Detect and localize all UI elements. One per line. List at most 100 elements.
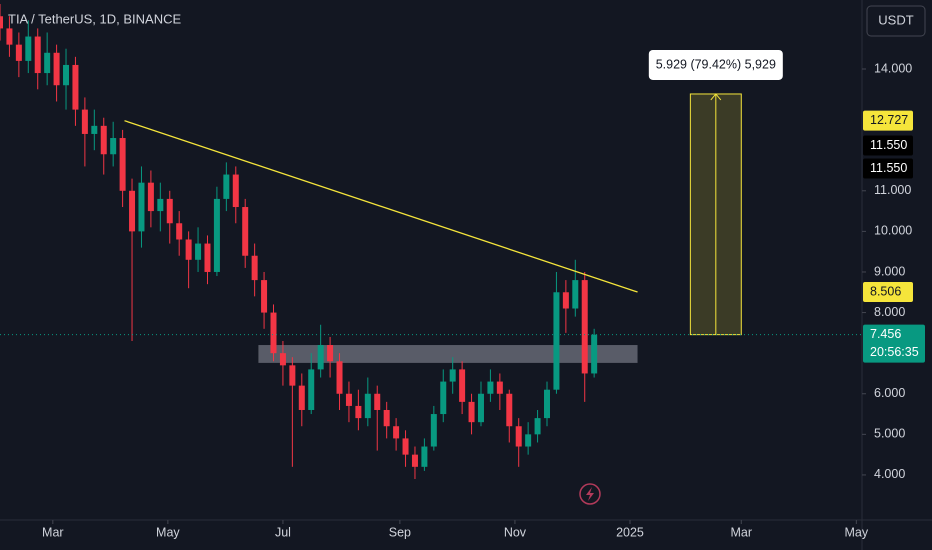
y-tick-label: 4.000	[874, 467, 905, 481]
candle-body	[63, 64, 70, 86]
candle-body	[44, 52, 51, 74]
crosshair-label-box	[863, 158, 913, 179]
x-tick-label: 2025	[616, 525, 644, 539]
alert-circle[interactable]	[579, 483, 601, 505]
crosshair-label-box	[863, 135, 913, 156]
candle-body	[261, 280, 268, 313]
candle-body	[487, 381, 494, 394]
last-price-box	[863, 324, 925, 363]
candle-body	[81, 109, 88, 134]
measure-label-box	[648, 49, 783, 80]
candle-body	[459, 369, 466, 402]
candle-body	[110, 138, 117, 155]
x-tick-label: Jul	[275, 525, 291, 539]
candle-body	[525, 434, 532, 447]
y-tick-label: 10.000	[874, 224, 912, 238]
support-zone	[258, 345, 638, 363]
candle-body	[411, 454, 418, 467]
y-tick-label: 8.000	[874, 305, 905, 319]
x-tick-label: Sep	[389, 525, 411, 539]
candle-body	[270, 312, 277, 354]
candle-body	[496, 381, 503, 394]
candle-body	[100, 125, 107, 155]
candle-body	[468, 401, 475, 423]
x-tick-label: May	[845, 525, 869, 539]
candle-body	[421, 446, 428, 467]
candle-body	[185, 239, 192, 260]
candle-body	[251, 255, 258, 281]
candle-body	[34, 36, 41, 74]
candle-body	[53, 52, 60, 86]
candle-body	[591, 334, 598, 374]
candle-body	[138, 182, 145, 232]
candle-body	[581, 280, 588, 374]
trendline	[124, 120, 638, 293]
measure-arrowhead	[710, 93, 722, 101]
measure-label: 5.929 (79.42%) 5,929	[656, 57, 776, 71]
x-tick-label: May	[156, 525, 180, 539]
candle-body	[317, 345, 324, 370]
y-tick-label: 6.000	[874, 386, 905, 400]
x-tick-label: Mar	[42, 525, 64, 539]
candle-body	[308, 369, 315, 410]
candle-body	[383, 409, 390, 427]
candle-body	[345, 393, 352, 406]
candle-body	[449, 369, 456, 382]
candle-body	[355, 405, 362, 419]
candle-body	[562, 292, 569, 309]
candle-body	[213, 198, 220, 272]
candle-body	[298, 385, 305, 410]
candle-body	[157, 198, 164, 212]
candle-body	[242, 207, 249, 256]
candle-body	[440, 381, 447, 415]
candle-body	[506, 393, 513, 427]
y-tick-label: 14.000	[874, 61, 912, 75]
alert-bolt[interactable]	[586, 487, 594, 501]
crosshair-label: 11.550	[870, 161, 907, 175]
candle-body	[374, 393, 381, 410]
candle-body	[166, 198, 173, 224]
trendline-start-label-box	[863, 110, 913, 131]
crosshair-label: 11.550	[870, 138, 907, 152]
candle-body	[515, 426, 522, 447]
candle-body	[364, 393, 371, 419]
candle-body	[553, 292, 560, 390]
plot	[0, 4, 862, 480]
candle-body	[129, 190, 136, 232]
trendline-end-label: 8.506	[870, 284, 901, 298]
x-tick-label: Mar	[731, 525, 753, 539]
candle-body	[572, 280, 579, 309]
candle-body	[544, 389, 551, 419]
candle-body	[195, 243, 202, 260]
candle-body	[402, 438, 409, 455]
candle-body	[232, 174, 239, 208]
candle-body	[119, 138, 126, 191]
currency-label[interactable]: USDT	[878, 12, 913, 27]
candle-body	[25, 36, 32, 61]
candle-body	[223, 174, 230, 199]
candle-body	[176, 223, 183, 240]
candle-body	[430, 414, 437, 447]
x-tick-label: Nov	[504, 525, 527, 539]
alert-icon[interactable]	[579, 483, 601, 505]
candle-body	[534, 418, 541, 435]
trendline-end-label-box	[863, 282, 913, 303]
last-price-label: 7.456	[870, 327, 901, 341]
candle-body	[393, 426, 400, 439]
candle-body	[72, 64, 79, 110]
chart-title: TIA / TetherUS, 1D, BINANCE	[8, 11, 181, 26]
candle-body	[91, 125, 98, 134]
candle-body	[147, 182, 154, 212]
candle-body	[204, 243, 211, 272]
currency-button[interactable]	[866, 5, 926, 37]
candle-body	[289, 365, 296, 386]
countdown-label: 20:56:35	[870, 345, 919, 359]
candle-body	[327, 345, 334, 362]
y-tick-label: 11.000	[874, 183, 911, 197]
trendline-start-label: 12.727	[870, 113, 908, 127]
candle-body	[0, 16, 3, 29]
candle-body	[279, 353, 286, 366]
candle-body	[336, 361, 343, 394]
